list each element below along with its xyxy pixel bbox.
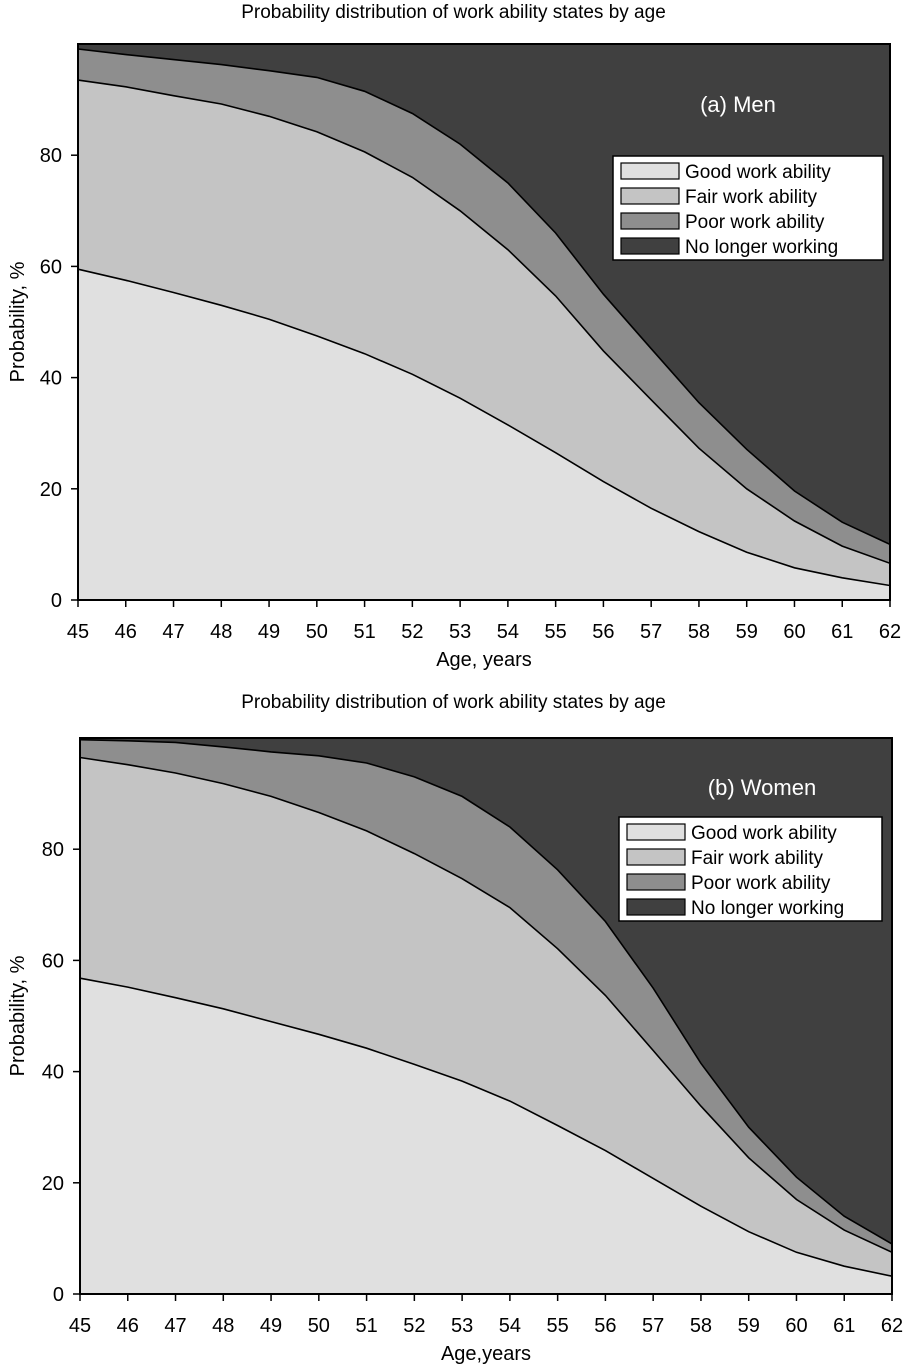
area-good-work-ability: [78, 269, 890, 600]
chart-title: Probability distribution of work ability…: [241, 692, 666, 713]
legend-swatch-poor-work-ability: [620, 212, 680, 230]
x-tick-label: 49: [258, 621, 280, 643]
y-tick-label: 60: [42, 950, 64, 972]
legend-label-poor-work-ability: Poor work ability: [685, 212, 825, 233]
x-tick-label: 47: [164, 1315, 186, 1337]
x-tick-label: 46: [117, 1315, 139, 1337]
x-tick-label: 49: [260, 1315, 282, 1337]
x-tick-label: 47: [162, 621, 184, 643]
panel-label: (b) Women: [708, 775, 816, 800]
boundary-good-work-ability: [79, 977, 893, 1277]
chart-plot-men: 45 46 47 48 49 50 51 52 53 54 55 56 57 58 59 60 61 62 0 20 4…: [7, 43, 901, 671]
y-tick-label: 20: [42, 1173, 64, 1195]
x-tick-label: 62: [881, 1315, 903, 1337]
legend-swatch-good-work-ability: [620, 162, 680, 180]
legend-label-no-longer-working: No longer working: [685, 237, 838, 258]
x-axis-label: Age, years: [436, 649, 532, 671]
x-tick-label: 46: [115, 621, 137, 643]
x-tick-label: 52: [403, 1315, 425, 1337]
legend-swatch-no-longer-working: [626, 898, 686, 916]
x-tick-label: 58: [688, 621, 710, 643]
legend-label-fair-work-ability: Fair work ability: [685, 187, 817, 208]
boundary-good-work-ability: [77, 268, 891, 587]
y-tick-label: 0: [51, 590, 62, 612]
x-tick-label: 60: [785, 1315, 807, 1337]
legend-label-no-longer-working: No longer working: [691, 898, 844, 919]
x-tick-label: 61: [833, 1315, 855, 1337]
legend-label-good-work-ability: Good work ability: [691, 823, 837, 844]
area-good-work-ability: [80, 978, 892, 1294]
plot-frame: [77, 43, 891, 601]
y-tick-label: 60: [40, 256, 62, 278]
x-tick-label: 55: [547, 1315, 569, 1337]
legend-label-poor-work-ability: Poor work ability: [691, 873, 831, 894]
x-tick-label: 61: [831, 621, 853, 643]
x-tick-label: 59: [738, 1315, 760, 1337]
area-fair-work-ability: [80, 757, 892, 1277]
legend-label-good-work-ability: Good work ability: [685, 162, 831, 183]
x-tick-label: 51: [353, 621, 375, 643]
y-tick-label: 80: [40, 145, 62, 167]
y-tick-label: 20: [40, 479, 62, 501]
x-tick-label: 53: [449, 621, 471, 643]
x-tick-label: 60: [783, 621, 805, 643]
plot-frame: [79, 737, 893, 1295]
x-tick-label: 54: [497, 621, 519, 643]
legend-swatch-fair-work-ability: [626, 848, 686, 866]
area-fair-work-ability: [78, 80, 890, 586]
boundary-poor-work-ability: [77, 48, 891, 546]
legend-swatch-poor-work-ability: [626, 873, 686, 891]
y-axis-label: Probability, %: [7, 955, 29, 1076]
x-tick-label: 58: [690, 1315, 712, 1337]
chart-panel-men: Probability distribution of work ability…: [0, 0, 907, 680]
y-tick-label: 80: [42, 839, 64, 861]
x-axis-label: Age,years: [441, 1343, 531, 1365]
legend-label-fair-work-ability: Fair work ability: [691, 848, 823, 869]
x-tick-label: 50: [306, 621, 328, 643]
area-poor-work-ability: [80, 739, 892, 1253]
area-poor-work-ability: [78, 49, 890, 564]
panel-label: (a) Men: [700, 92, 776, 117]
y-tick-label: 40: [42, 1062, 64, 1084]
x-tick-label: 62: [879, 621, 901, 643]
boundary-fair-work-ability: [77, 79, 891, 565]
boundary-poor-work-ability: [79, 738, 893, 1245]
x-tick-label: 57: [642, 1315, 664, 1337]
legend-swatch-fair-work-ability: [620, 187, 680, 205]
x-tick-label: 48: [212, 1315, 234, 1337]
legend-swatch-no-longer-working: [620, 237, 680, 255]
x-tick-label: 53: [451, 1315, 473, 1337]
y-tick-label: 0: [53, 1284, 64, 1306]
y-tick-label: 40: [40, 368, 62, 390]
boundary-fair-work-ability: [79, 756, 893, 1254]
x-tick-label: 57: [640, 621, 662, 643]
x-tick-label: 50: [308, 1315, 330, 1337]
x-tick-label: 48: [210, 621, 232, 643]
x-tick-label: 45: [67, 621, 89, 643]
x-tick-label: 56: [594, 1315, 616, 1337]
x-tick-label: 56: [592, 621, 614, 643]
x-tick-label: 59: [736, 621, 758, 643]
chart-title: Probability distribution of work ability…: [241, 2, 666, 23]
legend-swatch-good-work-ability: [626, 823, 686, 841]
x-tick-label: 52: [401, 621, 423, 643]
y-axis-label: Probability, %: [7, 261, 29, 382]
x-tick-label: 51: [355, 1315, 377, 1337]
x-tick-label: 55: [545, 621, 567, 643]
x-tick-label: 45: [69, 1315, 91, 1337]
chart-panel-women: Probability distribution of work ability…: [0, 690, 907, 1371]
x-tick-label: 54: [499, 1315, 521, 1337]
chart-plot-women: 45 46 47 48 49 50 51 52 53 54 55 56 57 58 59 60 61 62 0 20 4…: [7, 737, 903, 1365]
